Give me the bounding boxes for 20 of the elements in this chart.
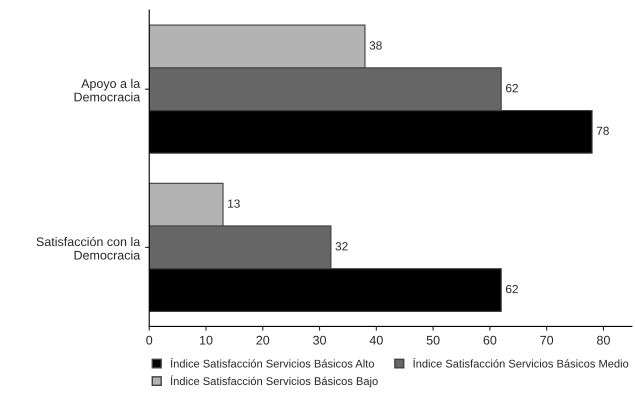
x-tick-label: 40: [370, 336, 383, 345]
legend-label: Índice Satisfacción Servicios Básicos Bajo: [170, 375, 378, 388]
data-label: 32: [336, 242, 348, 251]
legend-label: Índice Satisfacción Servicios Básicos Medio: [413, 358, 628, 368]
x-tick-label: 0: [146, 336, 152, 345]
x-tick-label: 70: [540, 336, 554, 345]
x-tick-label: 60: [484, 336, 496, 345]
y-tick-label: Apoyo a la Democracia: [74, 78, 140, 102]
x-tick-label: 80: [597, 336, 610, 345]
data-label: 62: [506, 84, 518, 92]
data-label: 38: [370, 41, 382, 50]
data-label: 13: [228, 199, 240, 208]
data-label: 78: [596, 126, 609, 136]
x-tick-label: 30: [313, 336, 326, 345]
y-tick-label: Satisfacción con la Democracia: [36, 236, 140, 260]
x-tick-label: 50: [426, 336, 440, 345]
legend-label: Índice Satisfacción Servicios Básicos Alto: [170, 358, 374, 368]
x-tick-label: 10: [200, 336, 212, 345]
data-label: 62: [506, 284, 518, 294]
x-tick-label: 20: [256, 336, 270, 345]
